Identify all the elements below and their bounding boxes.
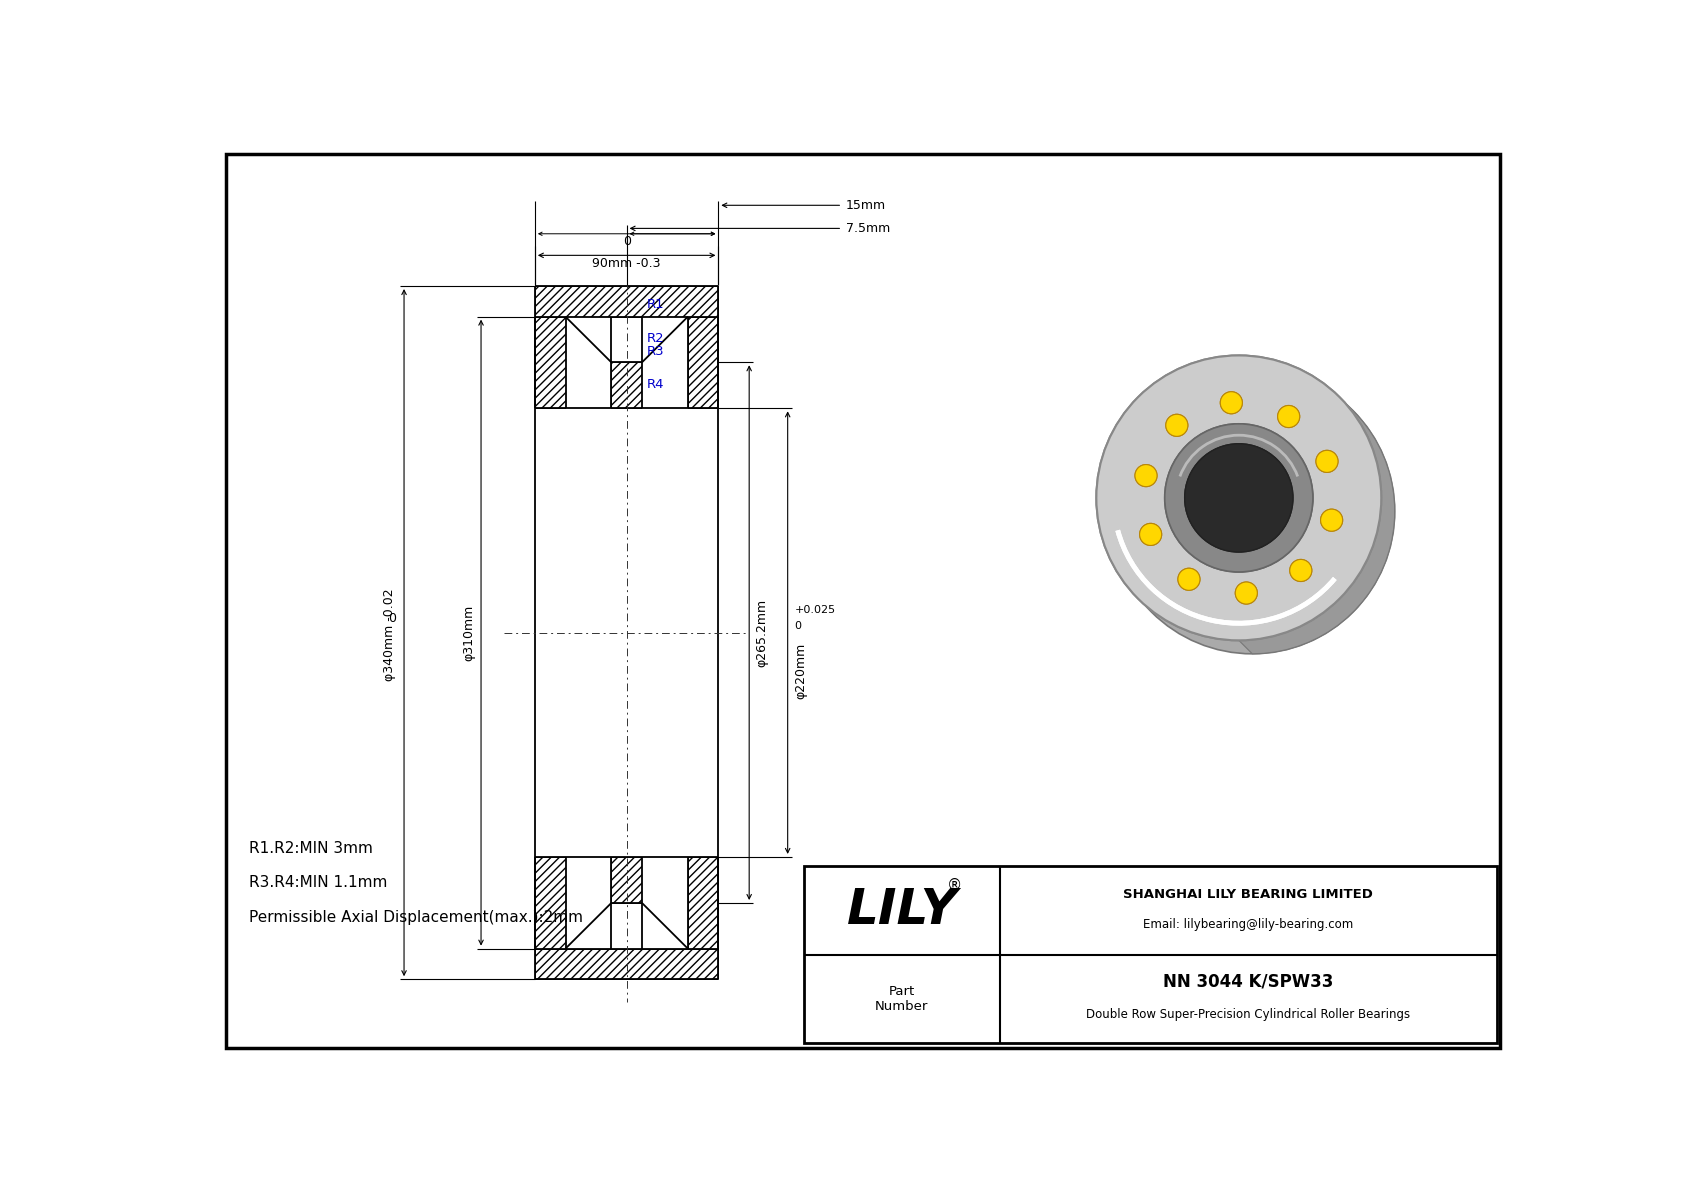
Ellipse shape	[1135, 464, 1157, 487]
Ellipse shape	[1315, 450, 1339, 473]
Text: SHANGHAI LILY BEARING LIMITED: SHANGHAI LILY BEARING LIMITED	[1123, 888, 1374, 902]
Ellipse shape	[1177, 568, 1201, 591]
Polygon shape	[611, 362, 642, 409]
Text: R3: R3	[647, 344, 663, 357]
Text: R2: R2	[647, 332, 663, 345]
Ellipse shape	[1184, 444, 1293, 551]
Ellipse shape	[1096, 355, 1381, 641]
Text: +0.025: +0.025	[795, 605, 835, 615]
Ellipse shape	[1221, 392, 1243, 413]
Text: 0: 0	[623, 235, 632, 248]
Ellipse shape	[1221, 392, 1243, 413]
Text: Double Row Super-Precision Cylindrical Roller Bearings: Double Row Super-Precision Cylindrical R…	[1086, 1008, 1411, 1021]
Ellipse shape	[1165, 414, 1187, 436]
Ellipse shape	[1278, 405, 1300, 428]
Text: R3.R4:MIN 1.1mm: R3.R4:MIN 1.1mm	[249, 875, 387, 890]
Ellipse shape	[1140, 523, 1162, 545]
Ellipse shape	[1290, 560, 1312, 581]
Text: 0: 0	[795, 621, 802, 631]
Polygon shape	[536, 286, 719, 317]
Bar	[642, 317, 687, 948]
Text: R4: R4	[647, 378, 663, 391]
Text: LILY: LILY	[847, 886, 958, 934]
Text: R1: R1	[647, 298, 663, 311]
Text: Part
Number: Part Number	[876, 985, 928, 1012]
Text: Email: lilybearing@lily-bearing.com: Email: lilybearing@lily-bearing.com	[1143, 917, 1354, 930]
Ellipse shape	[1165, 414, 1187, 436]
Text: φ220mm: φ220mm	[795, 643, 808, 699]
Text: φ310mm: φ310mm	[461, 605, 475, 661]
Ellipse shape	[1165, 424, 1314, 572]
Ellipse shape	[1290, 560, 1312, 581]
Ellipse shape	[1135, 464, 1157, 487]
Text: φ340mm -0.02: φ340mm -0.02	[384, 588, 396, 681]
Polygon shape	[536, 856, 566, 948]
Ellipse shape	[1096, 355, 1381, 641]
Text: 7.5mm: 7.5mm	[845, 222, 891, 235]
Ellipse shape	[1320, 509, 1342, 531]
Polygon shape	[611, 856, 642, 903]
Polygon shape	[687, 317, 719, 409]
Ellipse shape	[1236, 582, 1258, 604]
Polygon shape	[536, 317, 566, 409]
Text: 90mm -0.3: 90mm -0.3	[593, 257, 660, 270]
Bar	[803, 866, 1497, 1043]
Ellipse shape	[1278, 405, 1300, 428]
Text: ®: ®	[946, 878, 962, 893]
Text: Permissible Axial Displacement(max.):2mm: Permissible Axial Displacement(max.):2mm	[249, 910, 583, 925]
Ellipse shape	[1184, 444, 1293, 551]
Polygon shape	[1239, 355, 1394, 654]
Bar	[566, 317, 611, 948]
Text: φ265.2mm: φ265.2mm	[756, 599, 768, 667]
Polygon shape	[687, 856, 719, 948]
Ellipse shape	[1315, 450, 1339, 473]
Ellipse shape	[1236, 582, 1258, 604]
Ellipse shape	[1320, 509, 1342, 531]
Text: 0: 0	[389, 612, 396, 625]
Text: 15mm: 15mm	[845, 199, 886, 212]
Text: R1.R2:MIN 3mm: R1.R2:MIN 3mm	[249, 841, 374, 855]
Polygon shape	[536, 948, 719, 979]
Ellipse shape	[1110, 369, 1394, 654]
Ellipse shape	[1140, 523, 1162, 545]
Ellipse shape	[1177, 568, 1201, 591]
Text: NN 3044 K/SPW33: NN 3044 K/SPW33	[1164, 973, 1334, 991]
Ellipse shape	[1165, 424, 1314, 572]
